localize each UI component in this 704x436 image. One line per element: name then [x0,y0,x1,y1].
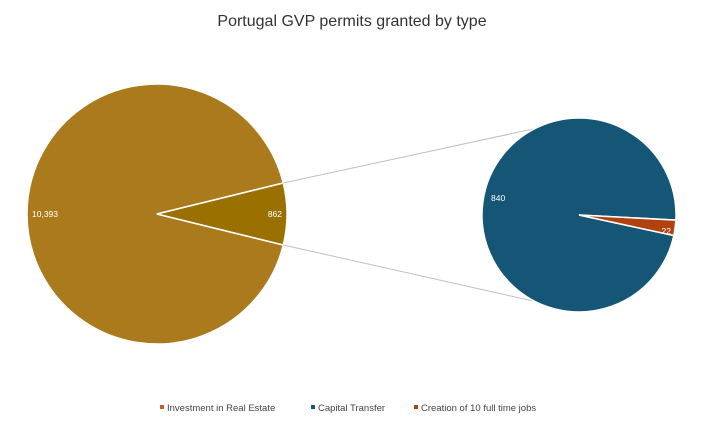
legend-label: Capital Transfer [318,403,385,414]
legend-item-capital-transfer: Capital Transfer [311,403,385,414]
legend-label: Investment in Real Estate [167,403,275,414]
secondary-data-label: 22 [662,226,672,236]
legend-item-creation-of-10-full-time-jobs: Creation of 10 full time jobs [414,403,536,414]
connector-line [283,128,536,184]
legend-item-investment-in-real-estate: Investment in Real Estate [160,403,275,414]
legend-marker [160,405,164,409]
legend-marker [414,405,418,409]
legend-label: Creation of 10 full time jobs [421,403,536,414]
primary-slice-10-393 [26,83,285,345]
chart-title: Portugal GVP permits granted by type [217,13,486,30]
legend-marker [311,405,315,409]
secondary-pie: 840 22 [481,117,677,313]
primary-data-label: 862 [268,209,282,219]
primary-data-label: 10,393 [32,209,58,219]
legend: Investment in Real Estate Capital Transfe… [160,403,536,414]
secondary-data-label: 840 [491,193,505,203]
primary-pie: 10,393 862 [26,83,288,345]
connector-lines [283,128,536,302]
connector-line [283,244,536,302]
secondary-slice-22 [578,214,677,237]
